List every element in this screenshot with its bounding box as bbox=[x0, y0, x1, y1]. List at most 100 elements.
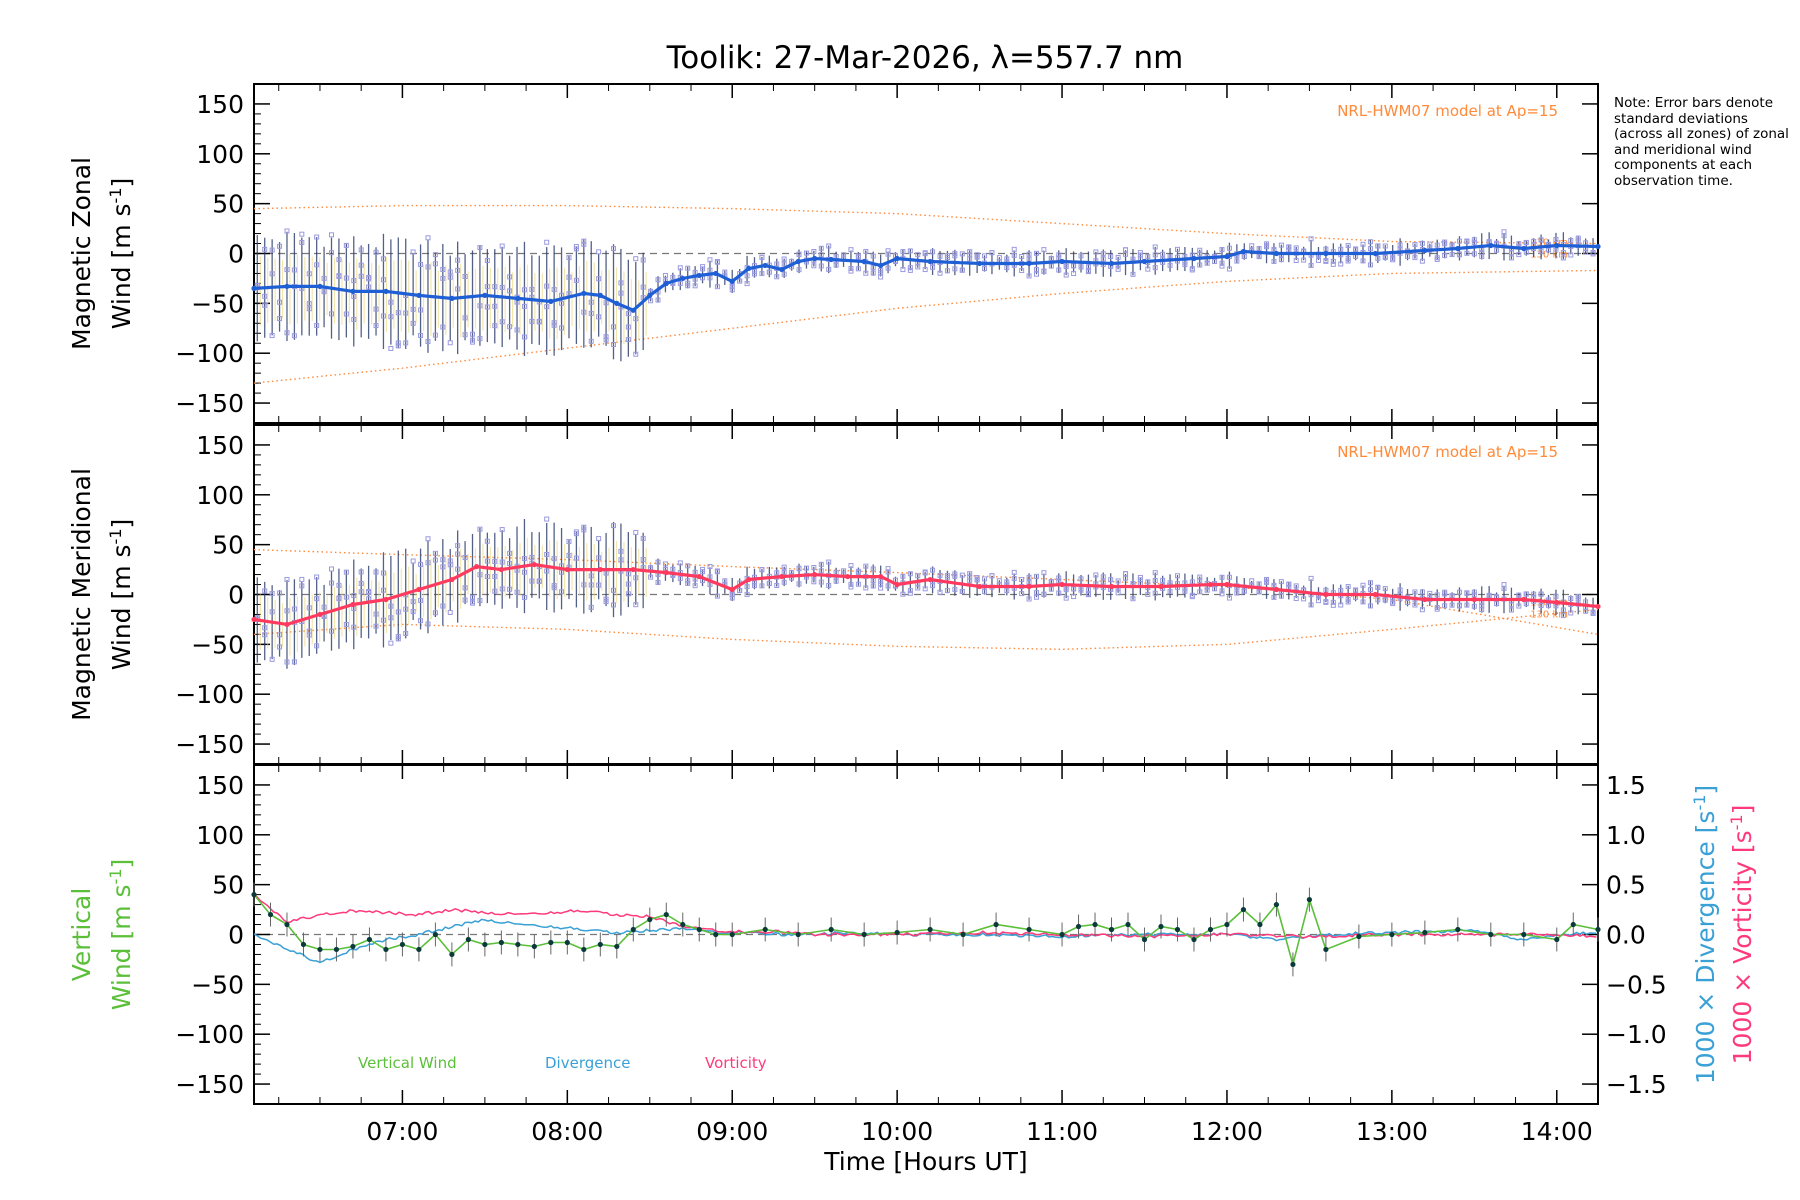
zone-wind-point bbox=[291, 267, 297, 273]
zone-wind-point bbox=[1004, 579, 1010, 585]
vertical-wind-point bbox=[1026, 926, 1032, 933]
zone-wind-point bbox=[603, 334, 609, 340]
vertical-wind-point bbox=[1273, 901, 1280, 908]
zone-wind-point bbox=[544, 516, 550, 522]
zone-wind-point bbox=[1360, 582, 1366, 588]
zone-wind-point bbox=[1442, 603, 1448, 609]
zone-wind-point bbox=[1093, 249, 1099, 255]
vertical-wind-point bbox=[894, 929, 900, 936]
zone-wind-point bbox=[1301, 257, 1307, 263]
zone-wind-point bbox=[269, 591, 275, 597]
meridional-wind-point bbox=[663, 569, 669, 576]
zone-wind-point bbox=[1271, 594, 1277, 600]
zone-wind-point bbox=[1419, 258, 1425, 264]
zone-wind-point bbox=[1405, 600, 1411, 606]
zone-wind-point bbox=[314, 322, 320, 328]
zone-wind-point bbox=[388, 615, 394, 621]
vertical-wind-point bbox=[1075, 923, 1082, 930]
zone-wind-point bbox=[848, 247, 854, 253]
zone-wind-point bbox=[1464, 250, 1470, 256]
zone-wind-point bbox=[351, 278, 357, 284]
zone-wind-point bbox=[989, 573, 995, 579]
zone-wind-point bbox=[952, 571, 958, 577]
zone-wind-point bbox=[559, 325, 565, 331]
zone-wind-point bbox=[492, 323, 498, 329]
zonal-wind-point bbox=[482, 292, 488, 298]
zone-wind-point bbox=[737, 588, 743, 594]
zone-wind-point bbox=[1041, 247, 1047, 253]
zonal-wind-point bbox=[284, 283, 290, 290]
zone-wind-point bbox=[685, 563, 691, 569]
zone-wind-point bbox=[707, 267, 713, 273]
zone-wind-point bbox=[1375, 597, 1381, 603]
zone-wind-point bbox=[477, 526, 483, 532]
zone-wind-point bbox=[492, 558, 498, 564]
zone-wind-point bbox=[900, 591, 906, 597]
zone-wind-point bbox=[1419, 240, 1425, 246]
zone-wind-point bbox=[440, 275, 446, 281]
zone-wind-point bbox=[544, 551, 550, 557]
zone-wind-point bbox=[477, 597, 483, 603]
zone-wind-point bbox=[284, 659, 290, 665]
zone-wind-point bbox=[1137, 574, 1143, 580]
zone-wind-point bbox=[507, 586, 513, 592]
zone-wind-point bbox=[996, 255, 1002, 261]
zone-wind-point bbox=[1152, 252, 1158, 258]
zone-wind-point bbox=[1071, 586, 1077, 592]
zone-wind-point bbox=[440, 266, 446, 272]
zone-wind-point bbox=[618, 290, 624, 296]
zone-wind-point bbox=[870, 583, 876, 589]
zone-wind-point bbox=[1397, 242, 1403, 248]
zone-wind-point bbox=[944, 588, 950, 594]
meridional-wind-point bbox=[630, 566, 636, 573]
zone-wind-point bbox=[432, 252, 438, 258]
zone-wind-point bbox=[432, 332, 438, 338]
zone-wind-point bbox=[1382, 254, 1388, 260]
zone-wind-point bbox=[1115, 266, 1121, 272]
zone-wind-point bbox=[262, 588, 268, 594]
zone-wind-point bbox=[1345, 243, 1351, 249]
zonal-wind-point bbox=[383, 288, 389, 294]
zone-wind-point bbox=[284, 267, 290, 273]
zone-wind-point bbox=[1278, 593, 1284, 599]
vertical-wind-point bbox=[1191, 936, 1197, 943]
meridional-wind-point bbox=[1273, 586, 1280, 593]
zone-wind-point bbox=[269, 333, 275, 339]
zone-wind-point bbox=[915, 573, 921, 579]
y-tick-label: 0 bbox=[228, 240, 244, 269]
zone-wind-point bbox=[1330, 599, 1336, 605]
zone-wind-point bbox=[551, 287, 557, 293]
zone-wind-point bbox=[588, 573, 594, 579]
zone-wind-point bbox=[1226, 574, 1232, 580]
zone-wind-point bbox=[1419, 589, 1425, 595]
zone-wind-point bbox=[299, 240, 305, 246]
zone-wind-point bbox=[1494, 601, 1500, 607]
zone-wind-point bbox=[848, 584, 854, 590]
zone-wind-point bbox=[1367, 603, 1373, 609]
zone-wind-point bbox=[1145, 254, 1151, 260]
zone-wind-point bbox=[566, 255, 572, 261]
y-axis-label-line1: Magnetic Zonal bbox=[67, 157, 96, 350]
divergence-axis-label-sup: -1 bbox=[1690, 795, 1709, 811]
zone-wind-point bbox=[306, 628, 312, 634]
zone-wind-point bbox=[462, 555, 468, 561]
vertical-wind-point bbox=[993, 921, 999, 928]
zone-wind-point bbox=[863, 270, 869, 276]
zone-wind-point bbox=[1494, 247, 1500, 253]
zone-wind-point bbox=[870, 566, 876, 572]
zone-wind-point bbox=[462, 585, 468, 591]
zone-wind-point bbox=[566, 274, 572, 280]
zone-wind-point bbox=[707, 275, 713, 281]
zone-wind-point bbox=[1145, 579, 1151, 585]
zone-wind-point bbox=[1004, 265, 1010, 271]
y-axis-label-sup: -1 bbox=[106, 868, 125, 884]
zone-wind-point bbox=[878, 267, 884, 273]
zone-wind-point bbox=[536, 578, 542, 584]
zone-wind-point bbox=[677, 265, 683, 271]
zone-wind-point bbox=[1560, 255, 1566, 261]
zone-wind-point bbox=[596, 536, 602, 542]
zone-wind-point bbox=[455, 566, 461, 572]
zone-wind-point bbox=[1367, 262, 1373, 268]
zone-wind-point bbox=[744, 584, 750, 590]
zone-wind-point bbox=[358, 262, 364, 268]
